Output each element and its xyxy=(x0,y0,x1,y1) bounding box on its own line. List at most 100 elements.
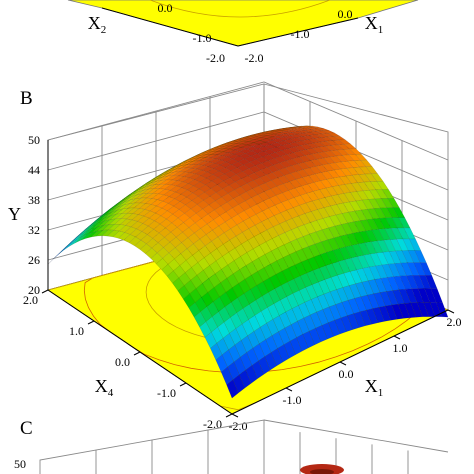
panel-b-surface-cell xyxy=(353,311,366,328)
panel-b-surface-cell xyxy=(128,202,141,209)
panel-b-x1-tickmark xyxy=(393,335,401,340)
panel-b-surface-cell xyxy=(215,196,228,207)
panel-b-surface-cell xyxy=(297,224,310,237)
panel-b-surface-cell xyxy=(235,232,249,245)
panel-b-surface-cell xyxy=(239,369,252,389)
panel-b-x1-tickmark xyxy=(285,387,293,392)
panel-b-surface-cell xyxy=(226,198,240,209)
panel-b-surface-cell xyxy=(212,225,225,238)
panel-b-surface-cell xyxy=(410,302,423,318)
panel-b-surface-cell xyxy=(391,304,404,320)
panel-a-x2-axis-label: X2 xyxy=(88,13,107,36)
panel-b-surface-cell xyxy=(129,228,143,238)
panel-b-surface-cell xyxy=(143,210,156,219)
panel-b-surface-cell xyxy=(213,282,227,298)
panel-b-surface-cell xyxy=(150,177,163,184)
panel-b-surface-cell xyxy=(217,173,231,182)
panel-b-z-tick: 26 xyxy=(28,253,40,267)
panel-b-wall-gridline xyxy=(47,81,449,161)
panel-b-surface-cell xyxy=(53,247,66,260)
panel-b-surface-cell xyxy=(210,342,223,361)
panel-b-surface-cell xyxy=(234,147,247,152)
panel-b-surface-cell xyxy=(225,141,238,145)
panel-b-surface-cell xyxy=(352,231,365,245)
panel-b-surface-cell xyxy=(299,149,312,156)
panel-b-surface-cell xyxy=(221,349,235,368)
panel-b-surface-cell xyxy=(214,159,227,166)
panel-b-surface-cell xyxy=(164,184,177,191)
panel-b-surface-cell xyxy=(251,194,264,205)
panel-b-surface-cell xyxy=(195,283,208,298)
panel-b-surface-cell xyxy=(201,292,214,307)
panel-b-surface-cell xyxy=(227,189,241,199)
panel-b-surface-cell xyxy=(238,278,251,294)
panel-b-surface-cell xyxy=(247,236,260,250)
panel-b-surface-cell xyxy=(258,130,271,134)
panel-a: 0.0 -1.0 -2.0 0.0 -1.0 -2.0 X2 X1 xyxy=(67,0,419,65)
panel-b-surface-cell xyxy=(155,208,168,216)
panel-b-surface-cell xyxy=(137,185,150,193)
panel-b-surface-cell xyxy=(246,180,260,189)
panel-b-surface-cell xyxy=(251,360,264,380)
panel-b-surface-cell xyxy=(171,175,185,181)
panel-b-surface-cell xyxy=(259,174,272,184)
panel-b-surface-cell xyxy=(192,188,205,197)
panel-b-surface-cell xyxy=(271,138,284,143)
panel-b-surface-cell xyxy=(283,340,296,359)
panel-b-surface-cell xyxy=(188,155,201,161)
panel-b-surface-cell xyxy=(163,169,175,175)
panel-b-surface-cell xyxy=(279,311,292,329)
panel-b-surface-cell xyxy=(331,194,344,205)
panel-b-surface-cell xyxy=(226,158,239,165)
panel-b-surface-cell xyxy=(323,291,336,308)
panel-b-surface-cell xyxy=(191,262,204,276)
panel-a-contour-line xyxy=(149,0,331,18)
panel-b-z-tick: 20 xyxy=(28,283,40,297)
panel-b-x1-tick: 0.0 xyxy=(339,367,354,381)
panel-b-x4-tick: 1.0 xyxy=(69,324,84,338)
panel-b-surface-cell xyxy=(276,183,289,194)
panel-b-surface-cell xyxy=(303,314,316,332)
panel-b-surface-cell xyxy=(238,200,251,211)
panel-b-surface-cell xyxy=(269,195,282,206)
panel-b-surface-cell xyxy=(347,313,360,330)
panel-a-x2-tick-1: -1.0 xyxy=(193,31,212,45)
panel-b-surface-cell xyxy=(223,317,236,334)
panel-a-x2-tick-0: 0.0 xyxy=(158,1,173,15)
panel-b-surface-cell xyxy=(277,244,290,258)
panel-b-surface-cell xyxy=(248,165,261,173)
panel-b-surface-cell xyxy=(315,229,328,243)
panel-b-surface-cell xyxy=(240,252,253,266)
panel-b-surface-cell xyxy=(294,261,307,277)
panel-b-x1-tick: 2.0 xyxy=(447,315,462,329)
panel-b-surface-cell xyxy=(349,148,362,155)
panel-b-x1-ticks: 2.0 1.0 0.0 -1.0 -2.0 xyxy=(229,309,462,433)
panel-b-surface-cell xyxy=(147,183,161,190)
panel-b-surface-cell xyxy=(102,224,116,231)
panel-b-surface-cell xyxy=(235,323,248,341)
panel-b-surface-cell xyxy=(276,127,289,130)
panel-b-surface-cell xyxy=(235,178,248,187)
panel-b-surface-cell xyxy=(239,148,253,154)
panel-b-surface-cell xyxy=(95,211,108,221)
panel-b-surface-cell xyxy=(257,267,270,282)
panel-b-surface-cell xyxy=(375,189,388,199)
panel-b-surface-cell xyxy=(137,215,150,224)
panel-b-surface-cell xyxy=(183,172,196,178)
panel-b-surface-cell xyxy=(212,145,225,150)
panel-b-surface-cell xyxy=(335,213,348,225)
panel-b-surface-cell xyxy=(162,252,175,265)
panel-b-surface-cell xyxy=(70,233,83,244)
panel-b-z-ticks: 20 26 32 38 44 50 xyxy=(28,133,40,297)
panel-b-surface-cell xyxy=(298,155,311,163)
panel-b-surface-cell xyxy=(271,247,284,261)
panel-b-surface-cell xyxy=(123,234,136,243)
panel-b: B 20 26 32 38 44 50 Y 2.0 1.0 0.0 -1.0 -2.0 2.0 1.… xyxy=(8,81,462,433)
panel-b-x1-tick: -1.0 xyxy=(283,393,302,407)
panel-b-surface-cell xyxy=(128,236,142,247)
panel-b-surface-cell xyxy=(307,182,320,192)
panel-b-surface-cell xyxy=(343,271,356,286)
panel-b-z-tick: 50 xyxy=(28,133,40,147)
panel-b-x4-tickmark xyxy=(87,320,95,325)
